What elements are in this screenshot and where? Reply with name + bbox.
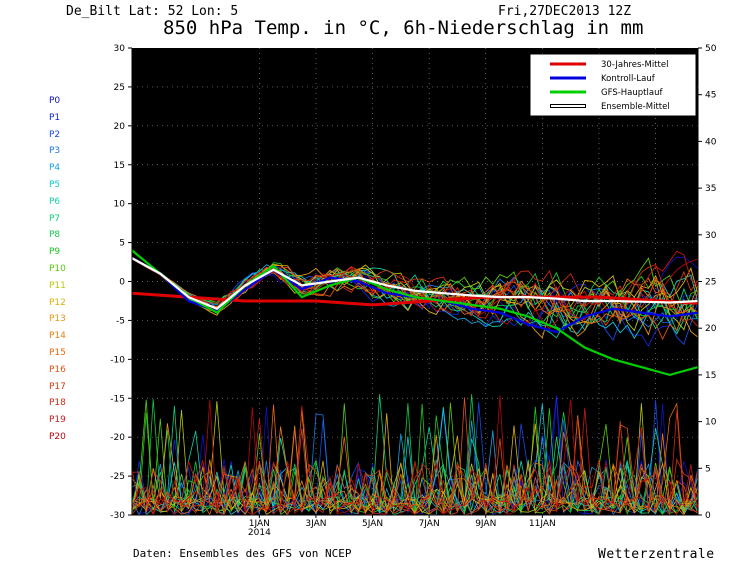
left-tick-label: 20: [114, 122, 126, 132]
member-label-P11: P11: [49, 280, 66, 291]
legend-label: 30-Jahres-Mittel: [601, 60, 668, 70]
data-source-label: Daten: Ensembles des GFS von NCEP: [133, 547, 352, 560]
right-tick-label: 40: [705, 137, 717, 147]
right-tick-label: 25: [705, 278, 716, 288]
left-tick-label: -30: [110, 511, 125, 521]
member-label-P1: P1: [49, 112, 61, 123]
legend-label: Kontroll-Lauf: [601, 74, 656, 84]
chart-title: 850 hPa Temp. in °C, 6h-Niederschlag in …: [163, 17, 644, 39]
member-label-P19: P19: [49, 415, 66, 426]
precip-trace-P20: [131, 395, 699, 516]
right-tick-label: 10: [705, 418, 717, 428]
precip-traces: [131, 394, 699, 517]
right-tick-label: 30: [705, 231, 717, 241]
member-label-P17: P17: [49, 381, 66, 392]
member-label-P9: P9: [49, 247, 61, 258]
series-ensemble-mittel: [131, 257, 699, 310]
precip-trace-P16: [131, 397, 699, 515]
left-tick-label: 15: [114, 161, 125, 171]
legend: 30-Jahres-Mittel Kontroll-Lauf GFS-Hauptla…: [529, 53, 697, 117]
member-label-P8: P8: [49, 230, 61, 241]
member-label-P3: P3: [49, 146, 61, 157]
precip-trace-P19: [131, 405, 699, 516]
left-axis-ticks: 30 25 20 15 10 5 0 -5 -10 -15 -20 -25 -30: [110, 44, 132, 521]
run-date-label: Fri,27DEC2013 12Z: [498, 4, 632, 19]
member-label-P15: P15: [49, 348, 66, 358]
left-tick-label: -20: [110, 433, 125, 443]
x-tick-label: 9JAN: [475, 519, 496, 529]
left-tick-label: -15: [110, 394, 125, 404]
right-tick-label: 15: [705, 371, 716, 381]
left-tick-label: -25: [110, 472, 125, 482]
x-tick-label: 3JAN: [305, 519, 326, 529]
x-tick-label: 1JAN: [249, 519, 270, 529]
precip-trace-P6: [131, 426, 699, 516]
brand-label: Wetterzentrale: [598, 547, 715, 562]
member-label-P12: P12: [49, 297, 66, 308]
member-label-P2: P2: [49, 129, 61, 140]
member-label-P20: P20: [49, 432, 66, 442]
precip-trace-P18: [131, 410, 699, 516]
precip-trace-P17: [131, 417, 699, 516]
member-label-P18: P18: [49, 398, 66, 409]
x-tick-label: 5JAN: [362, 519, 383, 529]
right-tick-label: 0: [705, 511, 711, 521]
member-label-P10: P10: [49, 264, 66, 274]
member-label-P4: P4: [49, 163, 61, 174]
left-tick-label: 10: [114, 200, 126, 210]
x-tick-label: 2014: [248, 528, 271, 538]
member-label-P13: P13: [49, 314, 66, 325]
left-tick-label: -5: [116, 316, 125, 326]
member-trace-P19: [131, 250, 699, 319]
left-tick-label: -10: [110, 355, 125, 365]
main-series: [131, 249, 699, 377]
legend-label: GFS-Hauptlauf: [601, 88, 663, 98]
right-tick-label: 45: [705, 91, 716, 101]
left-tick-label: 0: [119, 278, 125, 288]
x-tick-label: 11JAN: [529, 519, 556, 529]
right-tick-label: 20: [705, 324, 717, 334]
member-label-P6: P6: [49, 196, 61, 207]
member-label-P5: P5: [49, 180, 61, 190]
precip-trace-P7: [131, 394, 699, 516]
right-tick-label: 35: [705, 184, 716, 194]
member-label-P0: P0: [49, 96, 61, 106]
left-tick-label: 25: [114, 83, 125, 93]
legend-label: Ensemble-Mittel: [601, 102, 670, 112]
right-tick-label: 5: [705, 464, 711, 474]
left-tick-label: 30: [114, 44, 126, 54]
member-label-P14: P14: [49, 331, 66, 342]
station-label: De_Bilt Lat: 52 Lon: 5: [66, 4, 239, 19]
member-label-P7: P7: [49, 213, 61, 224]
left-tick-label: 5: [119, 239, 125, 249]
right-tick-label: 50: [705, 44, 717, 54]
series-30-jahres-mittel: [131, 291, 699, 307]
member-label-P16: P16: [49, 364, 66, 375]
x-tick-label: 7JAN: [419, 519, 440, 529]
series-gfs-hauptlauf: [131, 249, 699, 377]
